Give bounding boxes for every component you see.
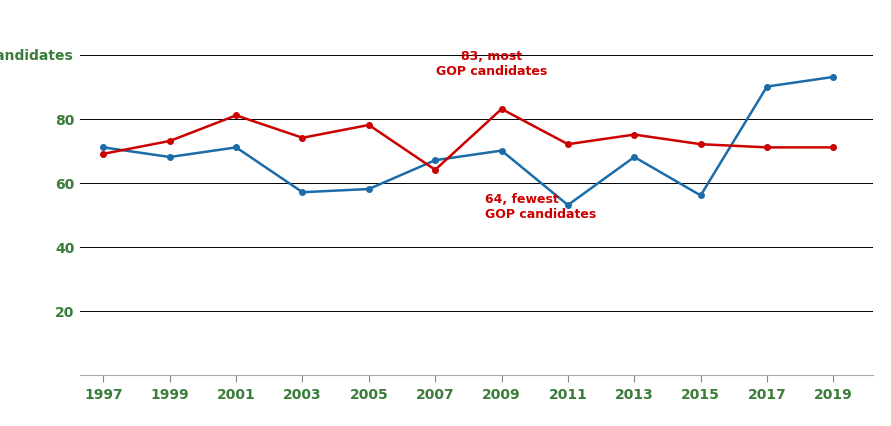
Text: 64, fewest
GOP candidates: 64, fewest GOP candidates	[485, 193, 596, 221]
Text: 83, most
GOP candidates: 83, most GOP candidates	[436, 50, 547, 78]
Text: 100 candidates: 100 candidates	[0, 49, 72, 62]
